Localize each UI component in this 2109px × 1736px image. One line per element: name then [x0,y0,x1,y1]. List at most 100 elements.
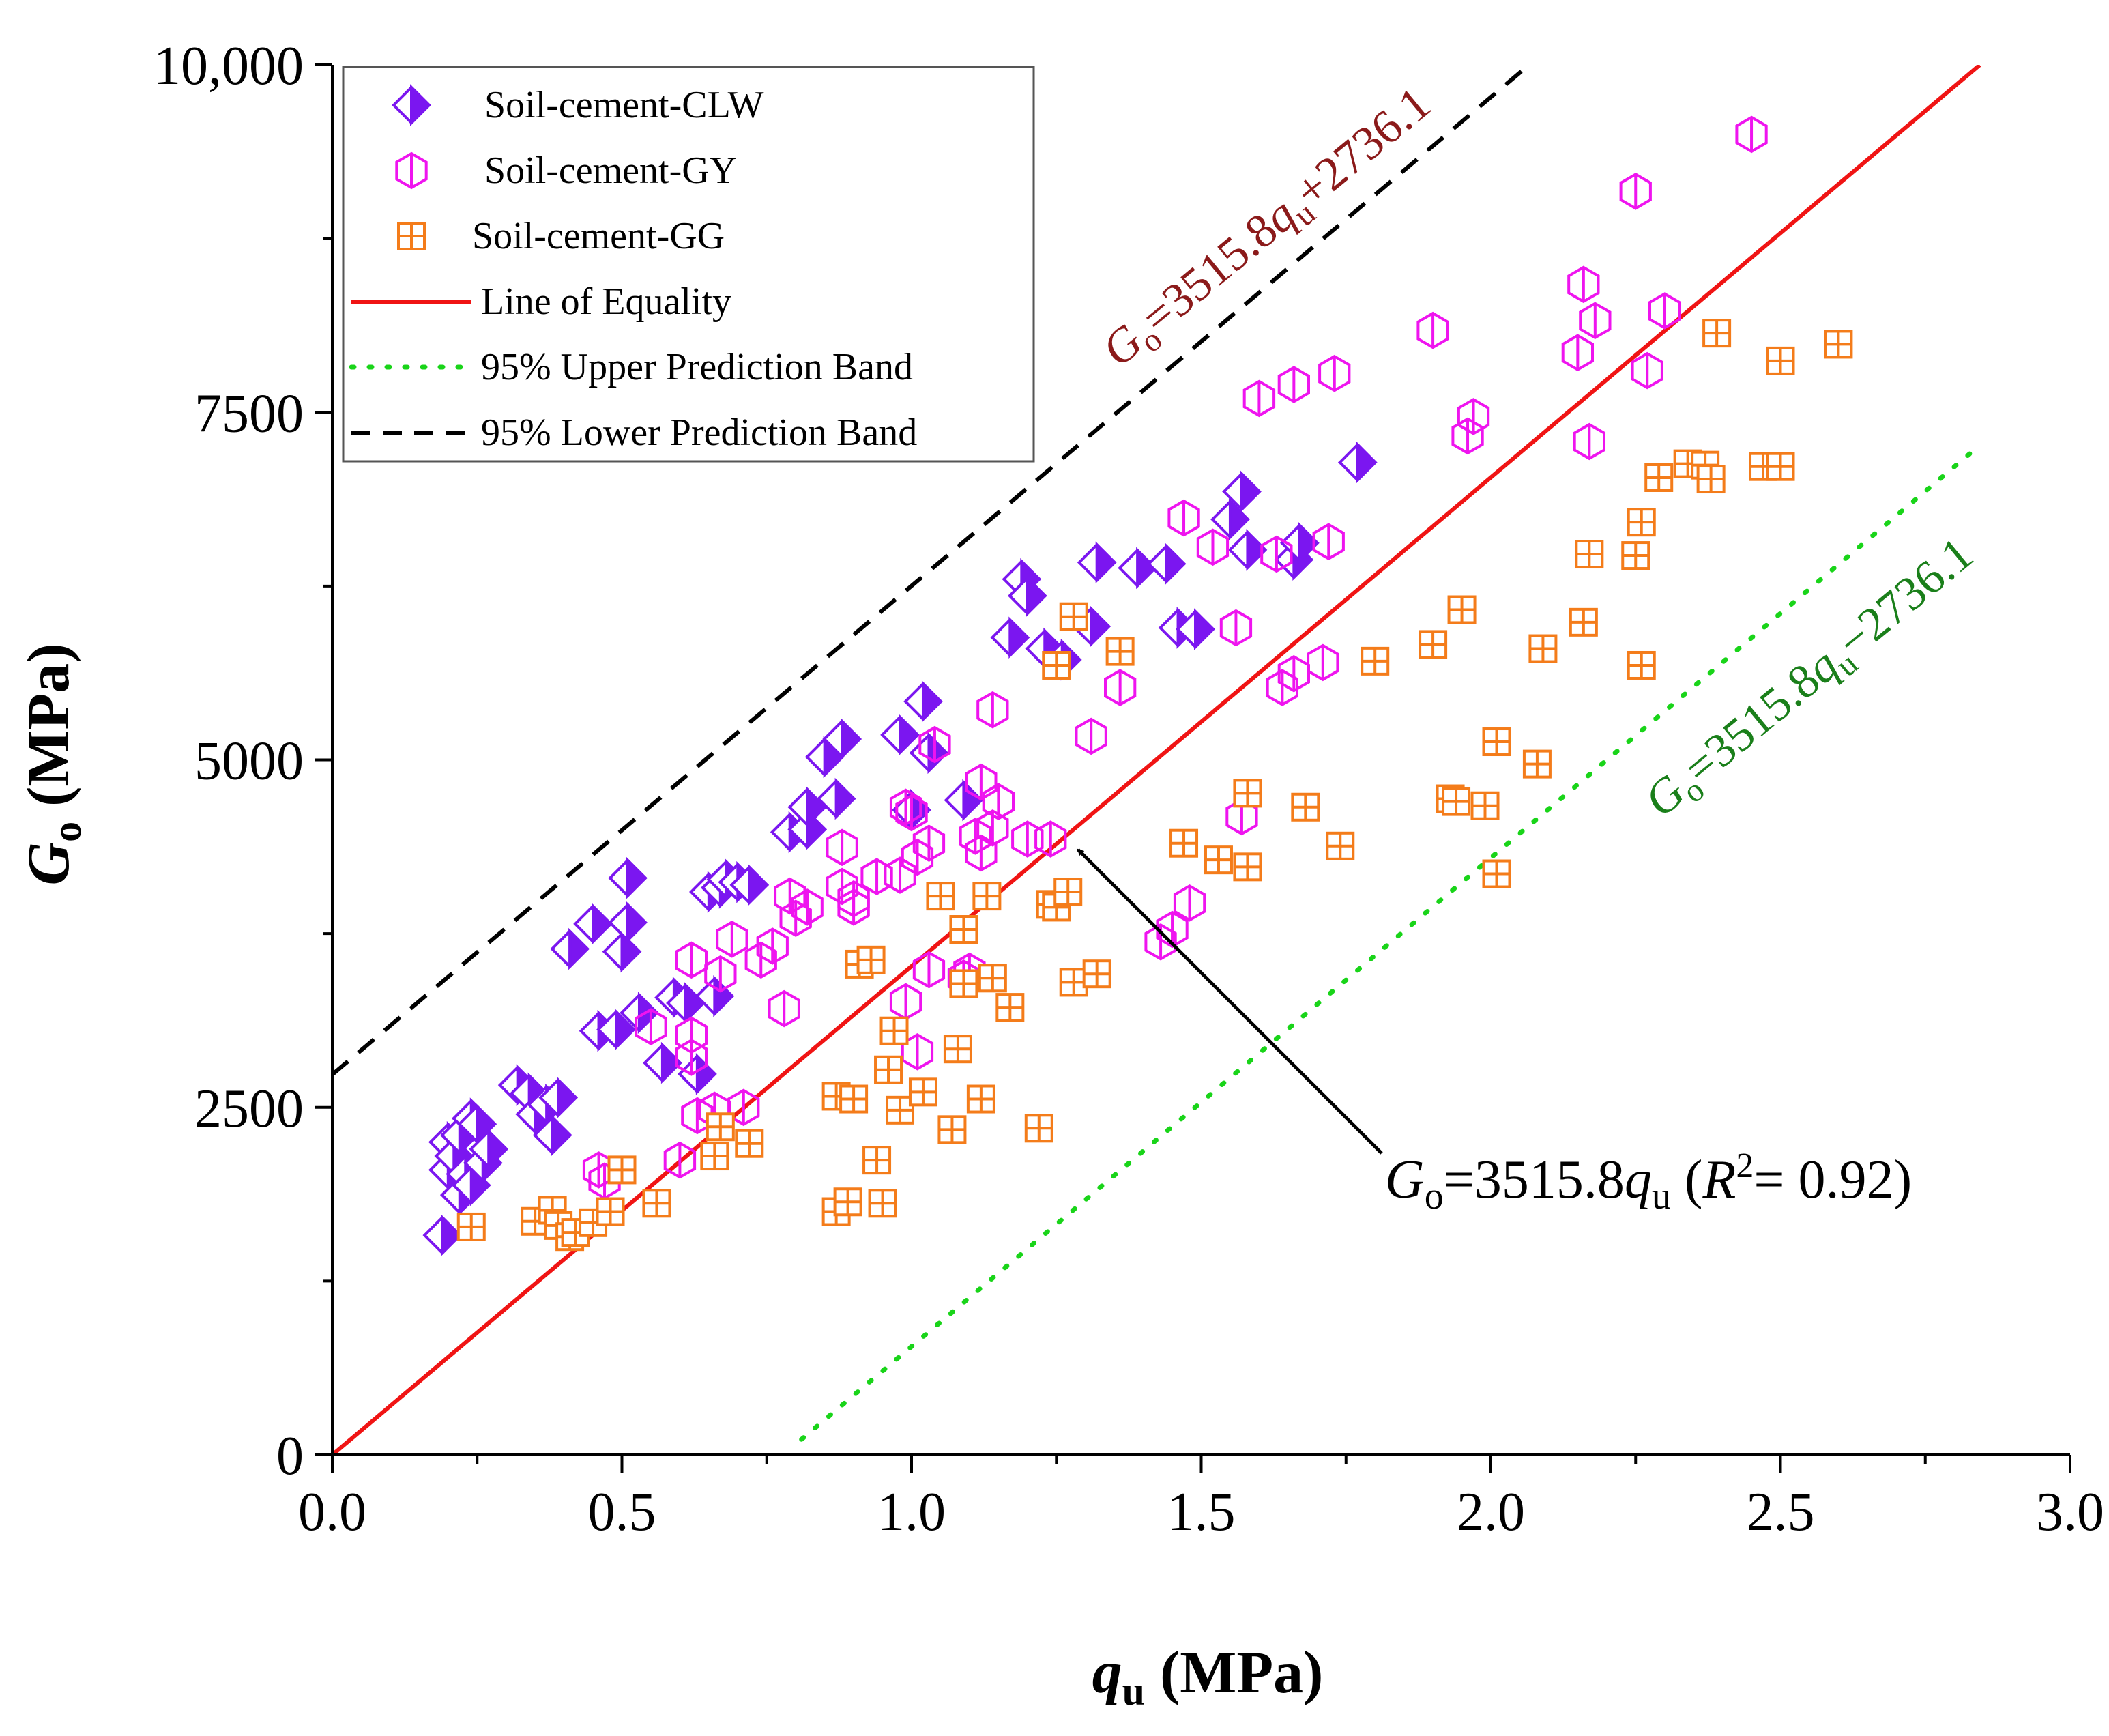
point-gg [1419,630,1448,659]
point-clw [787,785,828,828]
point-gg [1059,968,1088,997]
point-gy [1219,609,1253,647]
series-clw [422,441,1378,1256]
data-points [422,115,1853,1256]
point-gy [1619,173,1652,210]
point-gg [886,1095,915,1125]
point-gy [918,725,951,764]
point-clw [678,1053,717,1095]
point-gg [995,993,1025,1022]
point-gg [1361,646,1390,676]
point-gg [1702,319,1732,348]
point-clw [469,1128,509,1170]
point-gy [1631,351,1663,390]
point-clw [422,1214,463,1256]
point-gg [1053,878,1083,907]
point-clw [532,1114,572,1157]
point-gg [833,1187,862,1217]
point-gg [1528,634,1558,663]
axis-ticks: 0.0 0.5 1.0 1.5 2.0 2.5 3.0 0 2500 5000 7500 10,000 [154,36,2104,1542]
point-gy [744,941,777,979]
point-gg [949,969,978,998]
point-gy [716,920,748,958]
point-gg [700,1142,729,1171]
legend-label-equality: Line of Equality [481,280,731,323]
point-gy [1312,523,1345,561]
point-gy [1277,366,1310,403]
y-tick-label: 2500 [194,1079,304,1139]
point-gg [1482,727,1511,757]
point-gg [1059,602,1088,631]
point-gg [1326,831,1355,860]
point-gy [774,877,806,915]
point-clw [1146,542,1187,585]
point-gg [1042,650,1071,680]
fit-arrow [1077,848,1383,1155]
point-gy [860,858,893,895]
point-gy [889,983,922,1021]
x-tick-label: 3.0 [2036,1482,2104,1542]
point-gy [1451,417,1484,455]
point-gy [884,856,916,894]
point-clw [1222,470,1262,513]
point-gg [937,1115,967,1144]
legend-marker-clw [392,84,431,126]
point-gy [901,838,934,876]
point-gg [874,1055,903,1084]
y-tick-label: 7500 [194,384,304,444]
point-gg [1621,541,1650,570]
x-tick-label: 2.5 [1747,1482,1815,1542]
point-clw [880,714,920,756]
y-tick-label: 5000 [194,732,304,792]
point-clw [1210,498,1250,540]
point-gg [1442,787,1471,816]
point-gy [791,888,824,926]
point-clw [695,974,735,1017]
x-tick-label: 1.5 [1167,1482,1236,1542]
point-gy [1579,302,1612,340]
point-gy [1567,265,1600,304]
point-gy [965,763,998,801]
upper-prediction-band [799,444,1980,1442]
point-clw [1007,575,1047,617]
point-clw [608,901,648,944]
point-gg [1470,791,1500,820]
point-gy [1167,499,1200,537]
point-gg [1082,959,1111,989]
point-gy [1173,884,1206,922]
x-axis-title: qu (MPa) [1092,1640,1324,1713]
point-gg [1447,595,1477,624]
point-gg [1233,779,1262,808]
point-gg [926,882,955,911]
point-clw [573,903,613,945]
point-gy [1196,528,1230,566]
point-gg [607,1155,637,1185]
point-clw [1077,541,1117,584]
point-clw [620,992,659,1035]
point-gy [1735,115,1768,154]
point-gg [1482,859,1511,888]
point-clw [538,1076,578,1119]
point-gg [1522,749,1552,779]
point-clw [602,930,642,973]
point-clw [550,927,590,970]
point-gg [1169,828,1199,858]
point-gy [704,955,737,993]
point-gg [1696,465,1726,494]
point-gg [966,1084,995,1114]
lower-band-equation: Go=3515.8qu−2736.1 [1635,527,1987,832]
point-gy [1011,820,1044,858]
point-gy [768,989,800,1028]
point-gg [1627,508,1656,537]
point-gy [837,888,870,926]
point-gy [681,1097,714,1135]
point-gy [635,1008,667,1045]
point-gy [1104,669,1137,706]
point-clw [1227,529,1268,571]
legend-marker-gy [395,151,428,190]
point-gg [879,1016,909,1045]
point-gy [675,941,708,979]
point-gg [1204,845,1233,875]
point-gy [1034,820,1067,858]
